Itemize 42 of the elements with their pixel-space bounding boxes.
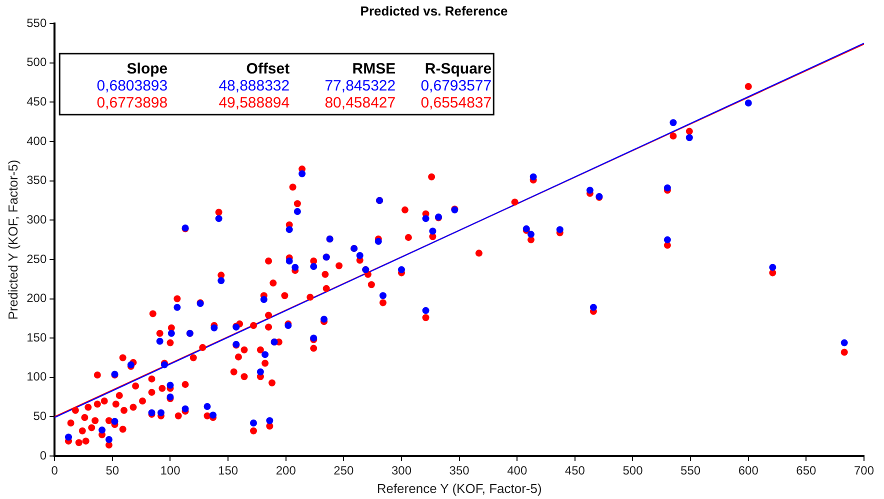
x-tick-label: 300	[391, 464, 412, 478]
x-tick-label: 500	[622, 464, 644, 478]
annotation: 49,588894	[218, 94, 290, 112]
x-tick-label: 100	[160, 464, 181, 478]
annotation: 0,6793577	[420, 78, 492, 95]
x-tick-label: 600	[738, 464, 759, 478]
y-tick-label: 350	[26, 173, 47, 188]
x-tick-label: 700	[854, 464, 874, 478]
annotation: 77,845322	[324, 78, 396, 95]
y-tick-label: 500	[26, 55, 47, 70]
x-tick-label: 550	[680, 464, 701, 478]
y-tick-label: 300	[26, 212, 47, 226]
annotation: 0,6773898	[96, 94, 168, 112]
x-tick-label: 0	[51, 464, 58, 478]
annotation: Slope	[126, 60, 168, 78]
x-axis-title: Reference Y (KOF, Factor-5)	[376, 480, 542, 496]
y-tick-label: 250	[26, 252, 47, 266]
y-tick-label: 400	[26, 134, 47, 148]
x-tick-label: 200	[276, 464, 296, 478]
annotation: 0,6803893	[96, 78, 168, 95]
x-tick-label: 250	[334, 464, 354, 478]
y-tick-label: 200	[26, 291, 47, 306]
x-tick-label: 150	[218, 464, 238, 478]
y-tick-label: 100	[26, 370, 47, 384]
annotation: R-Square	[424, 60, 492, 78]
x-tick-label: 50	[106, 464, 120, 478]
y-tick-label: 150	[26, 330, 47, 344]
annotation: 48,888332	[218, 78, 290, 95]
y-tick-label: 0	[40, 448, 47, 462]
annotation: 80,458427	[324, 94, 396, 112]
x-tick-label: 350	[449, 464, 470, 478]
annotation: RMSE	[352, 60, 396, 78]
y-axis-title: Predicted Y (KOF, Factor-5)	[5, 160, 20, 320]
chart-title: Predicted vs. Reference	[360, 3, 508, 18]
y-tick-label: 550	[26, 16, 47, 30]
annotation: 0,6554837	[420, 94, 492, 112]
x-tick-label: 400	[507, 464, 528, 478]
x-tick-label: 650	[796, 464, 817, 478]
y-tick-label: 450	[26, 94, 47, 109]
annotation: Offset	[246, 60, 290, 78]
y-tick-label: 50	[33, 409, 47, 424]
x-tick-label: 450	[564, 464, 586, 478]
